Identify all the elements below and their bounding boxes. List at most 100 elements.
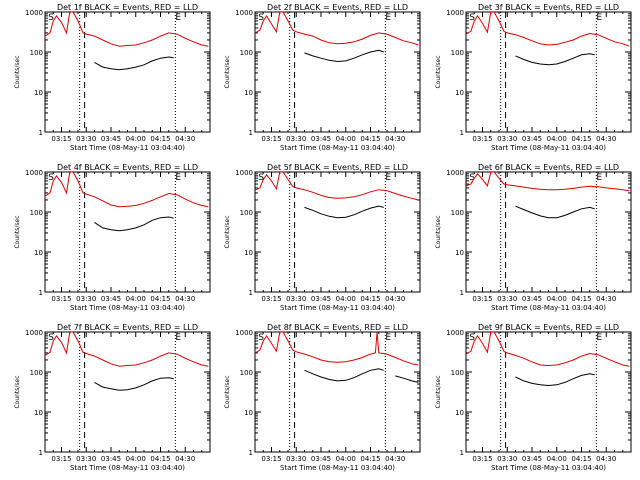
- plot-area: [45, 172, 209, 232]
- x-tick-label: 03:30: [286, 295, 306, 303]
- y-axis-label: Counts/sec: [224, 55, 231, 88]
- x-tick-label: 04:00: [547, 135, 567, 143]
- y-tick-label: 100: [30, 209, 43, 217]
- x-axis-label: Start Time (08-May-11 03:04:40): [70, 144, 185, 152]
- panel-1: Det 1f BLACK = Events, RED = LLD 1 10 100 10…: [14, 3, 211, 152]
- x-tick-label: 03:45: [101, 135, 121, 143]
- plot-frame: [465, 331, 632, 453]
- panel-3: Det 3f BLACK = Events, RED = LLD 1 10 100 10…: [435, 3, 632, 152]
- panel-8: Det 8f BLACK = Events, RED = LLD 1 10 100 10…: [224, 323, 421, 472]
- x-axis-label: Start Time (08-May-11 03:04:40): [491, 144, 606, 152]
- x-tick-label: 04:00: [547, 455, 567, 463]
- end-marker-label: E: [596, 173, 602, 183]
- x-tick-label: 03:30: [76, 135, 96, 143]
- y-tick-label: 1000: [25, 169, 43, 177]
- y-tick-label: 1000: [446, 9, 464, 17]
- start-marker-label: S: [469, 13, 475, 23]
- x-tick-label: 04:30: [385, 295, 405, 303]
- y-tick-label: 1: [39, 129, 43, 137]
- x-tick-label: 03:30: [76, 295, 96, 303]
- x-axis-label: Start Time (08-May-11 03:04:40): [70, 304, 185, 312]
- y-tick-label: 1: [39, 289, 43, 297]
- x-tick-label: 04:30: [175, 295, 195, 303]
- y-tick-label: 1: [249, 449, 253, 457]
- panel-4: Det 4f BLACK = Events, RED = LLD 1 10 100 10…: [14, 163, 211, 312]
- plot-frame: [254, 331, 421, 453]
- x-tick-label: 03:45: [311, 295, 331, 303]
- y-tick-label: 10: [244, 409, 253, 417]
- plot-frame: [254, 171, 421, 293]
- x-tick-label: 04:30: [385, 135, 405, 143]
- x-tick-label: 04:30: [596, 135, 616, 143]
- start-marker-label: S: [258, 333, 264, 343]
- y-axis-label: Counts/sec: [435, 375, 442, 408]
- y-tick-label: 100: [240, 49, 253, 57]
- lld-series-line: [45, 332, 209, 367]
- plot-frame: [44, 331, 211, 453]
- x-tick-label: 03:30: [497, 455, 517, 463]
- panel-title: Det 3f BLACK = Events, RED = LLD: [478, 3, 619, 12]
- plot-area: [466, 172, 630, 219]
- x-axis-label: Start Time (08-May-11 03:04:40): [491, 304, 606, 312]
- y-tick-label: 10: [244, 249, 253, 257]
- events-series-line: [515, 53, 595, 66]
- events-series-line: [94, 56, 174, 71]
- x-tick-label: 04:15: [150, 135, 170, 143]
- lld-series-line: [466, 12, 630, 47]
- start-marker-label: S: [48, 333, 54, 343]
- panel-title: Det 2f BLACK = Events, RED = LLD: [267, 3, 408, 12]
- y-tick-label: 100: [451, 209, 464, 217]
- x-tick-label: 04:30: [175, 455, 195, 463]
- x-tick-label: 03:30: [497, 295, 517, 303]
- x-tick-label: 03:45: [522, 135, 542, 143]
- lld-series-line: [255, 172, 419, 201]
- panel-title: Det 4f BLACK = Events, RED = LLD: [57, 163, 198, 172]
- y-tick-label: 10: [244, 89, 253, 97]
- y-tick-label: 10: [455, 89, 464, 97]
- start-marker-label: S: [258, 13, 264, 23]
- y-tick-label: 1: [249, 129, 253, 137]
- lld-series-line: [255, 12, 419, 46]
- x-tick-label: 03:15: [472, 135, 492, 143]
- x-tick-label: 03:15: [51, 135, 71, 143]
- x-tick-label: 03:30: [76, 455, 96, 463]
- x-tick-label: 04:00: [547, 295, 567, 303]
- x-tick-label: 04:15: [360, 135, 380, 143]
- events-series-line: [94, 216, 174, 232]
- panel-title: Det 7f BLACK = Events, RED = LLD: [57, 323, 198, 332]
- y-tick-label: 10: [34, 249, 43, 257]
- x-tick-label: 03:15: [472, 455, 492, 463]
- x-tick-label: 03:15: [472, 295, 492, 303]
- plot-frame: [44, 171, 211, 293]
- y-tick-label: 1: [249, 289, 253, 297]
- x-tick-label: 04:30: [596, 455, 616, 463]
- panel-9: Det 9f BLACK = Events, RED = LLD 1 10 100 10…: [435, 323, 632, 472]
- x-tick-label: 03:45: [311, 135, 331, 143]
- y-tick-label: 10: [34, 409, 43, 417]
- y-axis-label: Counts/sec: [14, 215, 21, 248]
- start-marker-label: S: [469, 173, 475, 183]
- panel-title: Det 1f BLACK = Events, RED = LLD: [57, 3, 198, 12]
- y-axis-label: Counts/sec: [435, 55, 442, 88]
- y-tick-label: 1000: [25, 9, 43, 17]
- x-tick-label: 04:00: [336, 135, 356, 143]
- end-marker-label: E: [175, 13, 181, 23]
- end-marker-label: E: [596, 13, 602, 23]
- x-tick-label: 03:15: [261, 455, 281, 463]
- events-series-line: [304, 368, 419, 383]
- x-tick-label: 03:45: [101, 455, 121, 463]
- lld-series-line: [255, 332, 419, 366]
- x-axis-label: Start Time (08-May-11 03:04:40): [70, 464, 185, 472]
- y-tick-label: 1000: [446, 329, 464, 337]
- y-tick-label: 100: [30, 369, 43, 377]
- plot-area: [255, 12, 419, 63]
- x-tick-label: 04:15: [571, 455, 591, 463]
- events-series-line: [94, 377, 174, 391]
- x-tick-label: 03:15: [261, 135, 281, 143]
- plot-area: [466, 12, 630, 66]
- events-series-line: [515, 373, 595, 387]
- end-marker-label: E: [175, 173, 181, 183]
- plot-area: [255, 332, 419, 383]
- x-tick-label: 04:15: [571, 135, 591, 143]
